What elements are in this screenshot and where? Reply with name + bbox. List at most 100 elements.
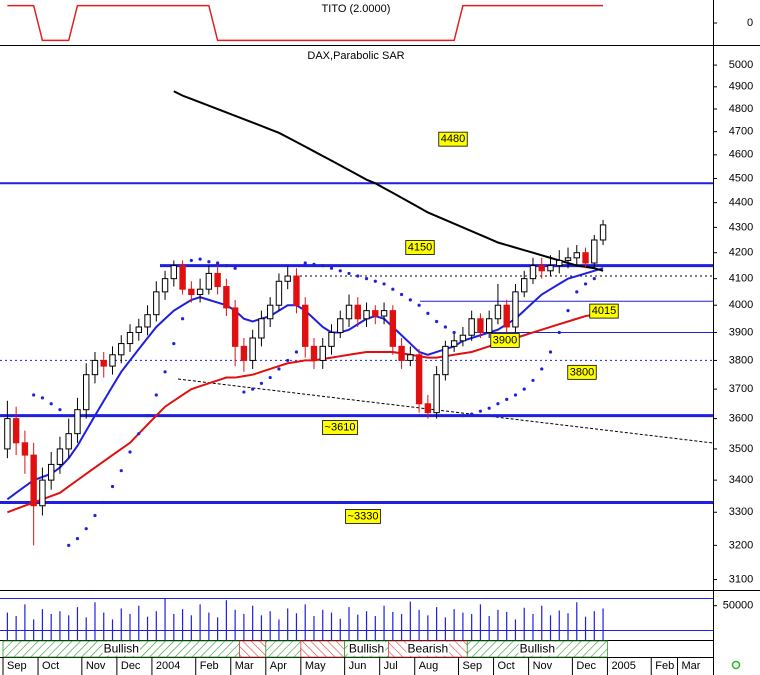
y-tick-label: 3600 (729, 413, 753, 425)
candle-body (529, 265, 537, 280)
level-label: ~3610 (325, 422, 356, 434)
volume-bar (444, 617, 446, 640)
candle-body (503, 304, 510, 328)
status-icon (731, 660, 741, 670)
volume-bar (269, 611, 271, 640)
sar-dot (163, 370, 167, 374)
level-label: ~3330 (348, 510, 379, 522)
volume-bar (383, 605, 385, 640)
volume-bar (549, 615, 552, 640)
sar-dot (286, 358, 290, 363)
volume-bar (146, 616, 149, 640)
level-label: 3800 (570, 366, 594, 378)
y-tick-label: 3300 (729, 506, 753, 518)
regime-label: Bullish (349, 642, 384, 656)
sar-dot (548, 350, 553, 354)
volume-bar (173, 613, 175, 640)
volume-bar (330, 612, 333, 640)
volume-bar (155, 611, 157, 640)
y-tick-label: 3700 (729, 383, 753, 395)
level-label: 4480 (441, 133, 465, 145)
candle-body (249, 337, 256, 361)
sar-dot (531, 378, 535, 383)
sar-dot (154, 393, 158, 397)
candle-body (302, 304, 309, 347)
volume-bar (471, 613, 473, 640)
volume-bar (59, 611, 61, 640)
level-label-box (490, 332, 520, 348)
candle-body (39, 479, 46, 507)
tito-line (7, 4, 604, 42)
candle-body (275, 280, 283, 306)
volume-bar (304, 604, 306, 640)
candle-body (126, 331, 134, 345)
volume-bar (584, 616, 587, 640)
volume-bar (252, 605, 254, 640)
sar-dot (312, 262, 316, 266)
volume-bar (313, 616, 315, 640)
sar-dot (137, 432, 141, 436)
candle-body (205, 272, 213, 290)
volume-bar (339, 618, 341, 640)
level-label-box (345, 509, 381, 524)
sar-dot (102, 500, 106, 505)
x-tick-label: Nov (86, 660, 106, 672)
candle-body (153, 291, 160, 316)
volume-bar (243, 613, 245, 640)
x-tick-label: Dec (121, 660, 141, 672)
x-tick-label: Sep (463, 660, 483, 672)
sar-dot (522, 387, 526, 391)
level-label-box (405, 240, 435, 255)
candle-body (83, 374, 90, 411)
sar-dot (32, 393, 36, 397)
y-tick-label: 4900 (729, 81, 753, 93)
sar-dot (408, 298, 412, 302)
volume-bar (322, 609, 324, 640)
candle-body (30, 454, 37, 507)
sar-dot (364, 277, 369, 281)
x-tick-label: Mar (682, 660, 701, 672)
regime-band (300, 640, 346, 658)
candle-body (12, 418, 20, 444)
volume-bar (593, 611, 595, 640)
candle-body (310, 345, 318, 361)
volume-bar (523, 607, 525, 640)
sar-dot (461, 414, 465, 418)
candle-body (398, 345, 405, 361)
candle-body (521, 278, 528, 293)
volume-bar (541, 605, 543, 640)
x-tick-label: 2005 (611, 660, 635, 672)
sar-dot (505, 397, 509, 401)
line-series (173, 90, 604, 272)
sar-dot (216, 261, 220, 265)
sar-dot (373, 279, 377, 283)
candle-body (599, 224, 607, 241)
sar-dot (391, 287, 395, 291)
tito-tick-label: 0 (747, 17, 753, 29)
sar-dot (329, 266, 334, 270)
volume-bar (41, 609, 44, 640)
candle-body (214, 272, 221, 288)
volume-bar (217, 617, 219, 640)
volume-bar (111, 619, 114, 640)
candle-body (407, 354, 414, 361)
candle-body (21, 442, 29, 456)
x-tick-label: Sep (7, 660, 27, 672)
candle-body (494, 304, 502, 320)
volume-bar (409, 601, 411, 640)
volume-bar (488, 616, 490, 640)
sar-dot (233, 266, 237, 270)
candle-body (328, 331, 335, 347)
candle-body (564, 257, 572, 261)
candle-body (4, 418, 11, 450)
regime-label-bg (518, 641, 557, 656)
volume-bar (260, 615, 263, 640)
volume-bar (6, 612, 8, 640)
sar-dot (557, 330, 561, 335)
regime-label: Bullish (104, 642, 139, 656)
volume-bar (400, 613, 403, 640)
volume-bar (278, 619, 280, 640)
candle-body (582, 252, 589, 264)
volume-bar (436, 607, 438, 640)
